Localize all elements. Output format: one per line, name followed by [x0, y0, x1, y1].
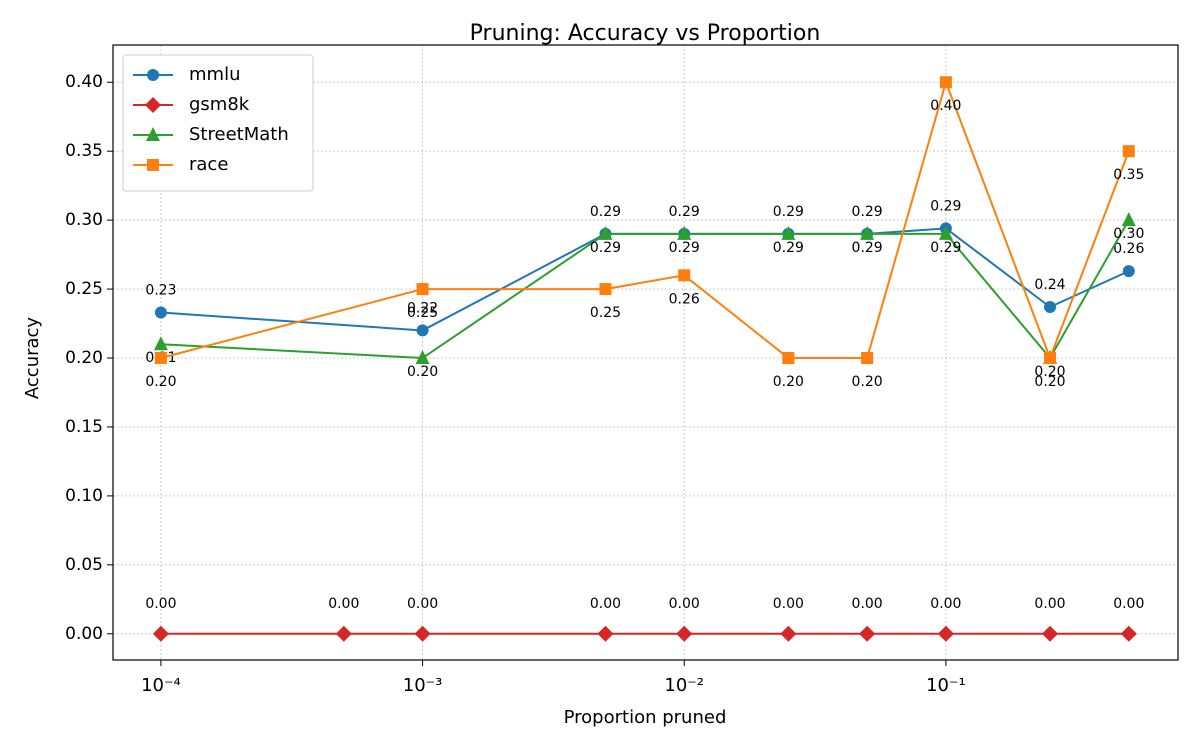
data-label: 0.20 — [1034, 374, 1065, 390]
data-point — [860, 225, 875, 240]
data-point — [781, 225, 796, 240]
data-label: 0.29 — [773, 240, 804, 256]
data-point — [414, 625, 431, 642]
data-point — [938, 225, 953, 240]
legend-label: race — [189, 154, 228, 175]
data-label: 0.29 — [930, 240, 961, 256]
data-label: 0.23 — [145, 283, 176, 299]
chart-title: Pruning: Accuracy vs Proportion — [470, 21, 821, 46]
data-label: 0.29 — [590, 204, 621, 220]
legend-marker — [146, 127, 160, 141]
data-label: 0.00 — [1034, 596, 1065, 612]
y-tick-label: 0.10 — [65, 486, 103, 506]
data-point — [416, 324, 429, 337]
data-label: 0.29 — [773, 204, 804, 220]
data-label: 0.26 — [1113, 241, 1144, 257]
data-label: 0.29 — [852, 204, 883, 220]
data-label: 0.40 — [930, 98, 961, 114]
data-point — [597, 625, 614, 642]
data-point — [152, 625, 169, 642]
data-point — [335, 625, 352, 642]
data-point — [415, 350, 430, 365]
data-point — [780, 625, 797, 642]
data-point — [859, 625, 876, 642]
data-label: 0.20 — [773, 374, 804, 390]
data-label: 0.20 — [145, 374, 176, 390]
data-point — [154, 306, 167, 319]
plot-frame — [112, 44, 1179, 661]
data-label: 0.29 — [590, 240, 621, 256]
data-label: 0.00 — [930, 596, 961, 612]
data-point — [153, 336, 168, 351]
data-label: 0.00 — [407, 596, 438, 612]
data-point — [678, 269, 691, 282]
data-label: 0.00 — [328, 596, 359, 612]
data-point — [598, 225, 613, 240]
data-label: 0.20 — [1034, 364, 1065, 380]
y-tick-label: 0.30 — [65, 210, 103, 230]
x-tick-label: 10⁻⁴ — [141, 675, 181, 696]
data-point — [782, 352, 795, 365]
data-point — [1044, 352, 1057, 365]
data-label: 0.00 — [1113, 596, 1144, 612]
data-label: 0.20 — [407, 364, 438, 380]
x-tick-label: 10⁻³ — [403, 675, 443, 696]
data-point — [861, 352, 874, 365]
data-label: 0.22 — [407, 300, 438, 316]
legend-marker — [145, 97, 161, 113]
data-label: 0.30 — [1113, 226, 1144, 242]
legend-frame — [122, 54, 314, 192]
y-tick-label: 0.25 — [65, 279, 103, 299]
data-point — [154, 352, 167, 365]
data-point — [1044, 300, 1057, 313]
y-tick-label: 0.05 — [65, 555, 103, 575]
y-tick-label: 0.00 — [65, 624, 103, 644]
data-label: 0.35 — [1113, 167, 1144, 183]
data-label: 0.00 — [773, 596, 804, 612]
y-tick-label: 0.15 — [65, 417, 103, 437]
legend-label: StreetMath — [189, 124, 289, 145]
y-tick-label: 0.20 — [65, 348, 103, 368]
data-point — [1042, 625, 1059, 642]
x-tick-label: 10⁻¹ — [926, 675, 966, 696]
data-point — [416, 283, 429, 296]
data-label: 0.29 — [930, 198, 961, 214]
data-label: 0.29 — [669, 204, 700, 220]
data-label: 0.29 — [852, 240, 883, 256]
legend-marker — [147, 159, 159, 171]
data-point — [939, 76, 952, 89]
data-point — [599, 283, 612, 296]
legend-label: gsm8k — [189, 94, 250, 115]
data-label: 0.00 — [669, 596, 700, 612]
data-label: 0.00 — [145, 596, 176, 612]
data-label: 0.20 — [852, 374, 883, 390]
legend-marker — [147, 69, 159, 81]
data-point — [676, 625, 693, 642]
data-point — [677, 225, 692, 240]
data-label: 0.00 — [852, 596, 883, 612]
x-tick-label: 10⁻² — [664, 675, 704, 696]
data-label: 0.00 — [590, 596, 621, 612]
legend-label: mmlu — [189, 64, 240, 85]
data-label: 0.29 — [669, 240, 700, 256]
x-axis-label: Proportion pruned — [564, 707, 727, 728]
y-tick-label: 0.35 — [65, 141, 103, 161]
data-point — [1122, 145, 1135, 158]
y-tick-label: 0.40 — [65, 72, 103, 92]
data-point — [937, 625, 954, 642]
y-axis-label: Accuracy — [22, 317, 43, 400]
data-label: 0.25 — [590, 305, 621, 321]
data-point — [1121, 212, 1136, 227]
data-label: 0.24 — [1034, 277, 1065, 293]
data-point — [1120, 625, 1137, 642]
data-point — [1122, 265, 1135, 278]
data-label: 0.26 — [669, 291, 700, 307]
data-label: 0.25 — [407, 305, 438, 321]
